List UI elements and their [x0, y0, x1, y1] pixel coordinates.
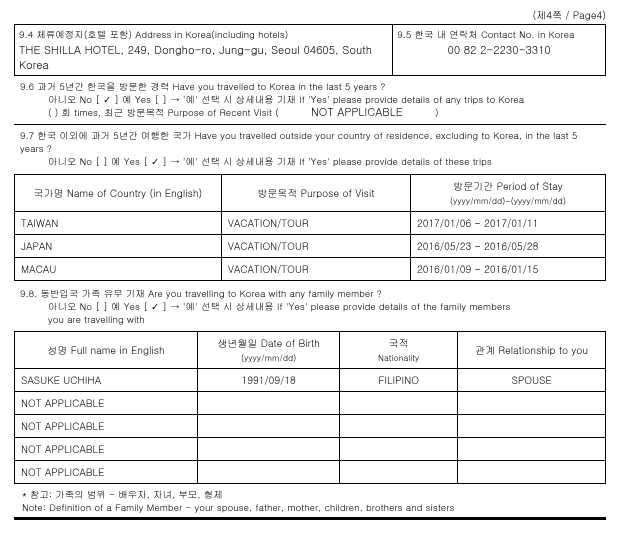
period-cell: 2017/01/06 - 2017/01/11: [410, 211, 605, 234]
section-98-header: 9.8. 동반입국 가족 유무 기재 Are you travelling to…: [14, 281, 606, 329]
dob-cell: [198, 461, 340, 484]
section-96: 9.6 과거 5년간 한국을 방문한 경력 Have you travelled…: [14, 76, 606, 125]
th-purpose: 방문목적 Purpose of Visit: [221, 174, 410, 211]
th-nat: 국적 Nationality: [340, 332, 458, 369]
period-cell: 2016/05/23 - 2016/05/28: [410, 234, 605, 257]
family-members-table: 성명 Full name in English 생년월일 Date of Bir…: [14, 331, 606, 484]
s96-line3b: ): [435, 105, 439, 119]
country-cell: TAIWAN: [15, 211, 222, 234]
nat-cell: [340, 461, 458, 484]
name-cell: SASUKE UCHIHA: [15, 369, 198, 392]
th-dob-label: 생년월일 Date of Birth: [217, 336, 319, 350]
rel-cell: SPOUSE: [458, 369, 606, 392]
rel-cell: [458, 461, 606, 484]
rel-cell: [458, 392, 606, 415]
th-dob-sub: (yyyy/mm/dd): [241, 352, 296, 364]
footnote-l2: Note: Definition of a Family Member - yo…: [22, 501, 598, 513]
s95-value: 00 82 2-2230-3310: [397, 41, 601, 58]
s94-label: 9.4 체류예정지(호텔 포함) Address in Korea(includ…: [19, 27, 388, 41]
rel-cell: [458, 415, 606, 438]
nat-cell: FILIPINO: [340, 369, 458, 392]
nat-cell: [340, 438, 458, 461]
dob-cell: [198, 415, 340, 438]
country-cell: JAPAN: [15, 234, 222, 257]
table-row: MACAU VACATION/TOUR 2016/01/09 - 2016/01…: [15, 257, 606, 280]
nat-cell: [340, 415, 458, 438]
footnote: * 참고: 가족의 범위 - 배우자, 자녀, 부모, 형제 Note: Def…: [14, 484, 606, 515]
s97-line2: 아니오 No [ ] 예 Yes [ ✓ ] → '예' 선택 시 상세내용 기…: [48, 154, 492, 168]
th-period-sub: (yyyy/mm/dd)-(yyyy/mm/dd): [450, 195, 566, 207]
s96-line3a: ( ) 회 times, 최근 방문목적 Purpose of Recent V…: [48, 105, 279, 119]
table-row: JAPAN VACATION/TOUR 2016/05/23 - 2016/05…: [15, 234, 606, 257]
th-nat-sub: Nationality: [378, 352, 419, 364]
purpose-cell: VACATION/TOUR: [221, 211, 410, 234]
dob-cell: [198, 438, 340, 461]
table-row: NOT APPLICABLE: [15, 461, 606, 484]
th-period-label: 방문기간 Period of Stay: [453, 179, 562, 193]
purpose-cell: VACATION/TOUR: [221, 257, 410, 280]
name-cell: NOT APPLICABLE: [15, 461, 198, 484]
s98-line3: you are travelling with: [48, 312, 145, 326]
name-cell: NOT APPLICABLE: [15, 438, 198, 461]
s97-line1: 9.7 한국 이외에 과거 5년간 여행한 국가 Have you travel…: [20, 129, 600, 155]
rel-cell: [458, 438, 606, 461]
table-row: NOT APPLICABLE: [15, 392, 606, 415]
th-country: 국가명 Name of Country (in English): [15, 174, 222, 211]
period-cell: 2016/01/09 - 2016/01/15: [410, 257, 605, 280]
s96-recent-visit-value: NOT APPLICABLE: [282, 106, 432, 121]
table-row: TAIWAN VACATION/TOUR 2017/01/06 - 2017/0…: [15, 211, 606, 234]
th-nat-label: 국적: [389, 336, 409, 350]
dob-cell: 1991/09/18: [198, 369, 340, 392]
th-dob: 생년월일 Date of Birth (yyyy/mm/dd): [198, 332, 340, 369]
name-cell: NOT APPLICABLE: [15, 392, 198, 415]
footnote-l1: * 참고: 가족의 범위 - 배우자, 자녀, 부모, 형제: [22, 488, 598, 500]
th-name: 성명 Full name in English: [15, 332, 198, 369]
country-cell: MACAU: [15, 257, 222, 280]
nat-cell: [340, 392, 458, 415]
s95-label: 9.5 한국 내 연락처 Contact No. in Korea: [397, 27, 601, 41]
name-cell: NOT APPLICABLE: [15, 415, 198, 438]
table-row: NOT APPLICABLE: [15, 438, 606, 461]
table-row: NOT APPLICABLE: [15, 415, 606, 438]
s94-value: THE SHILLA HOTEL, 249, Dongho-ro, Jung-g…: [19, 41, 388, 73]
section-94-95-table: 9.4 체류예정지(호텔 포함) Address in Korea(includ…: [14, 24, 606, 76]
table-row: SASUKE UCHIHA 1991/09/18 FILIPINO SPOUSE: [15, 369, 606, 392]
th-period: 방문기간 Period of Stay (yyyy/mm/dd)-(yyyy/m…: [410, 174, 605, 211]
travel-history-table: 국가명 Name of Country (in English) 방문목적 Pu…: [14, 174, 606, 281]
th-rel: 관계 Relationship to you: [458, 332, 606, 369]
bottom-rule: [14, 517, 606, 520]
page-header: (제4쪽 / Page4): [14, 8, 606, 22]
purpose-cell: VACATION/TOUR: [221, 234, 410, 257]
dob-cell: [198, 392, 340, 415]
section-97-header: 9.7 한국 이외에 과거 5년간 여행한 국가 Have you travel…: [14, 125, 606, 171]
